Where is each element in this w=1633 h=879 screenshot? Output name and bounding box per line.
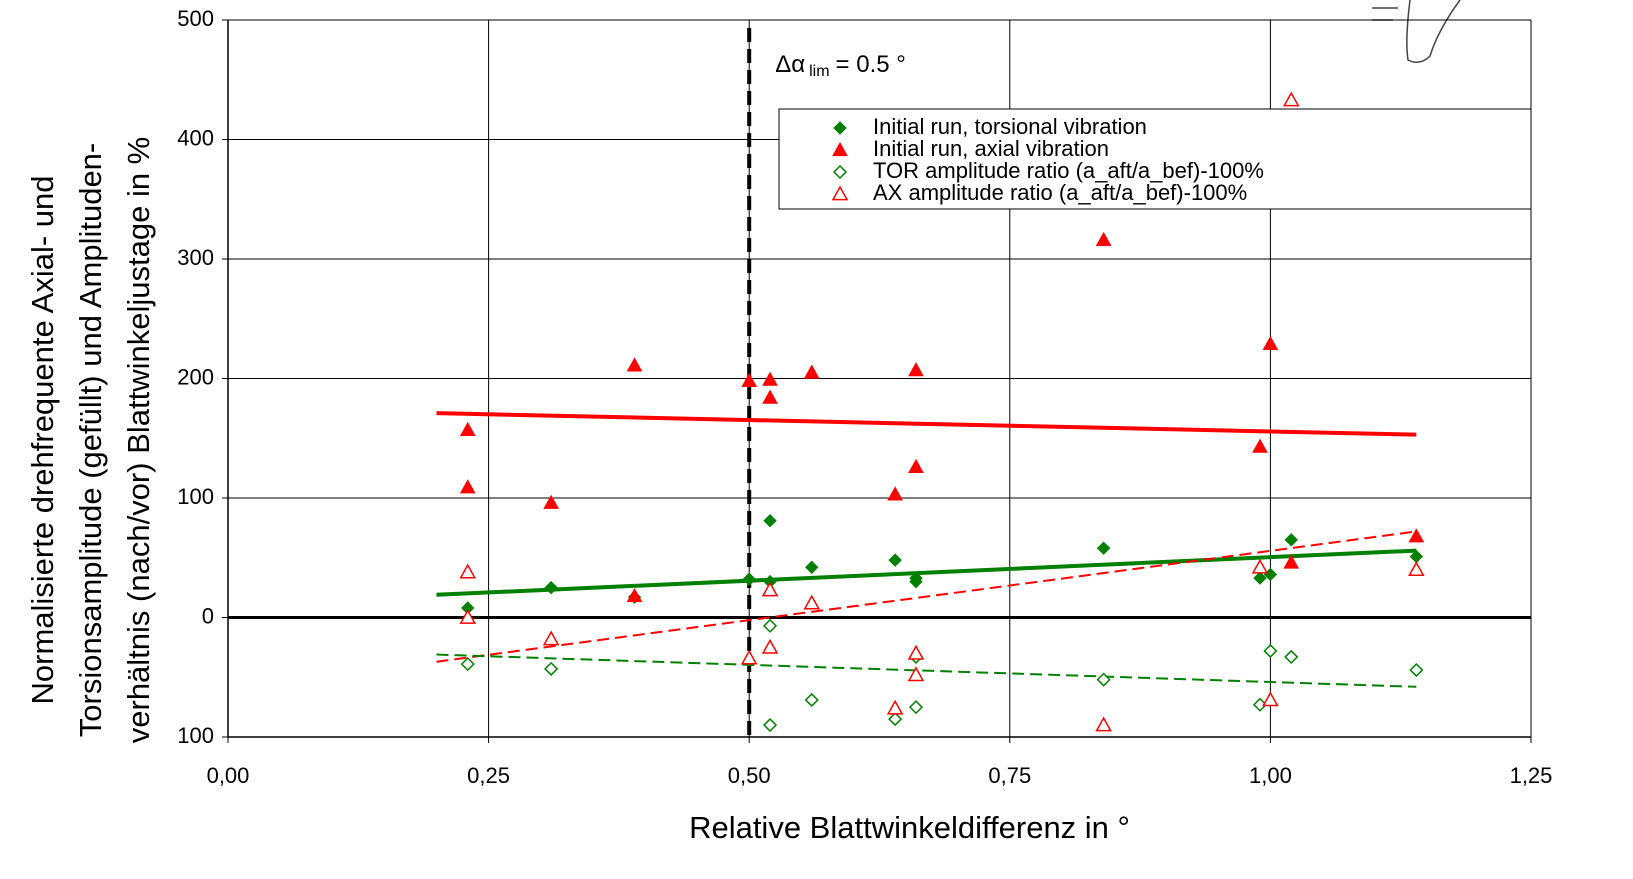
data-point (1283, 554, 1300, 569)
legend-marker (832, 164, 848, 180)
data-point (1253, 571, 1267, 585)
data-point (907, 666, 925, 682)
data-point (626, 357, 643, 372)
data-point (1096, 672, 1111, 687)
legend-label: TOR amplitude ratio (a_aft/a_bef)-100% (873, 158, 1264, 183)
data-point (888, 553, 902, 567)
y-tick-label: 400 (177, 125, 214, 150)
data-point (741, 372, 758, 387)
data-point (544, 661, 559, 676)
legend-marker (831, 185, 849, 201)
limit-annotation: Δα lim = 0.5 ° (775, 51, 906, 80)
y-axis-title: Normalisierte drehfrequente Axial- und (25, 176, 60, 705)
data-point (1251, 558, 1269, 574)
y-tick-label: 100 (177, 484, 214, 509)
x-tick-label: 1,00 (1249, 763, 1292, 788)
data-point (1095, 716, 1112, 732)
y-tick-label: 200 (177, 364, 214, 389)
x-tick-label: 0,75 (988, 763, 1031, 788)
x-tick-label: 0,25 (467, 763, 510, 788)
legend-label: AX amplitude ratio (a_aft/a_bef)-100% (873, 180, 1247, 205)
data-point (459, 421, 476, 436)
data-point (1096, 541, 1111, 555)
data-point (1252, 697, 1268, 712)
data-point (459, 563, 477, 579)
data-point (762, 618, 778, 633)
data-point (761, 638, 779, 654)
data-point (1284, 533, 1298, 547)
data-point (907, 644, 925, 660)
limit-symbol: Δα (775, 51, 805, 78)
legend-marker (832, 141, 848, 157)
data-point (805, 560, 819, 575)
data-point (1409, 663, 1424, 678)
data-point (542, 630, 560, 646)
data-point (1262, 335, 1279, 350)
y-axis-title: Torsionsamplitude (gefüllt) und Amplitud… (73, 143, 108, 737)
data-point (742, 572, 756, 586)
data-point (887, 486, 903, 501)
data-point (762, 389, 778, 404)
data-point (1408, 561, 1425, 577)
data-point (803, 594, 821, 610)
legend-marker (833, 121, 847, 135)
data-point (459, 479, 476, 494)
data-point (804, 692, 819, 708)
trend-line (436, 530, 1417, 663)
x-tick-label: 0,50 (728, 763, 771, 788)
data-point (626, 587, 643, 603)
data-point (803, 364, 820, 379)
data-point (761, 581, 779, 597)
y-tick-label: 500 (177, 6, 214, 31)
data-point (544, 580, 558, 595)
y-tick-label: 300 (177, 245, 214, 270)
data-point (1284, 649, 1299, 664)
legend-label: Initial run, torsional vibration (873, 114, 1147, 139)
data-point (1252, 438, 1268, 453)
data-point (908, 458, 924, 474)
y-tick-label: 100 (177, 723, 214, 748)
limit-text: = 0.5 ° (836, 51, 906, 78)
data-point (762, 717, 778, 733)
x-tick-label: 1,25 (1510, 763, 1553, 788)
trend-line (436, 548, 1417, 597)
data-point (763, 513, 777, 528)
data-point (1282, 91, 1300, 107)
trend-line (436, 653, 1417, 688)
x-tick-label: 0,00 (207, 763, 250, 788)
y-tick-label: 0 (202, 603, 214, 628)
data-point (1262, 691, 1279, 707)
data-point (460, 657, 475, 672)
data-point (909, 574, 923, 589)
trend-line (436, 411, 1417, 437)
data-point (886, 699, 904, 715)
data-point (1263, 643, 1278, 659)
x-axis-title: Relative Blattwinkeldifferenz in ° (689, 810, 1130, 845)
data-point (1408, 528, 1425, 543)
data-point (888, 712, 903, 727)
data-point (762, 371, 778, 386)
data-point (543, 494, 559, 509)
data-point (740, 649, 758, 665)
data-point (908, 700, 924, 715)
data-point (908, 362, 924, 377)
data-point (459, 608, 477, 624)
limit-subscript: lim (809, 63, 829, 80)
legend-label: Initial run, axial vibration (873, 136, 1109, 161)
y-axis-title: verhältnis (nach/vor) Blattwinkeljustage… (121, 137, 156, 744)
legend-box (778, 108, 1532, 210)
data-point (1095, 231, 1112, 246)
